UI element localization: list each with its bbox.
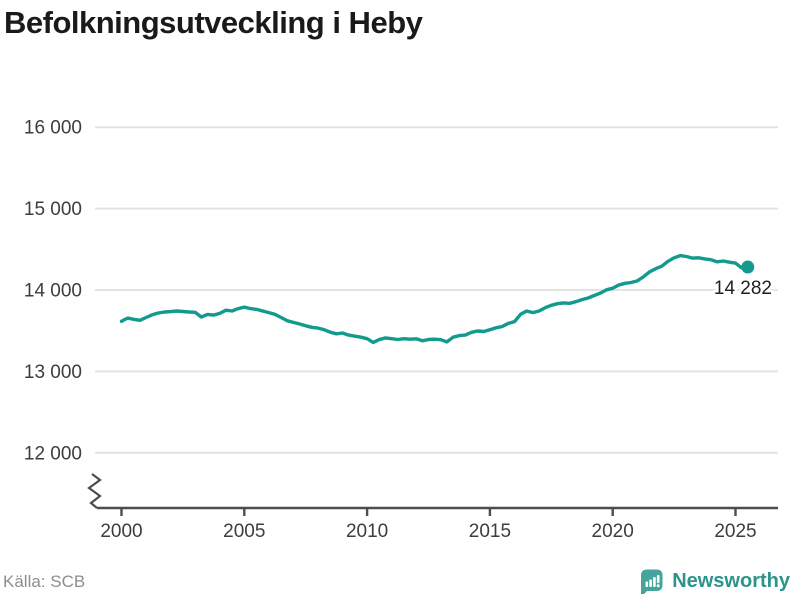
svg-text:2020: 2020: [592, 521, 634, 542]
svg-text:2000: 2000: [100, 521, 142, 542]
svg-text:2015: 2015: [469, 521, 511, 542]
newsworthy-icon: [641, 569, 663, 594]
gridlines: [95, 126, 778, 454]
svg-text:14 000: 14 000: [24, 281, 82, 302]
chart-footer: Källa: SCB Newsworthy: [0, 566, 800, 594]
latest-point-marker: [741, 260, 755, 274]
source-label: Källa: SCB: [3, 572, 86, 591]
svg-text:15 000: 15 000: [24, 199, 82, 220]
svg-text:2025: 2025: [714, 521, 756, 542]
brand-name: Newsworthy: [672, 570, 790, 592]
brand-logo: Newsworthy: [639, 569, 790, 594]
svg-text:12 000: 12 000: [24, 443, 82, 464]
svg-text:2010: 2010: [346, 521, 388, 542]
x-axis-labels: 2000 2005 2010 2015 2020 2025: [100, 521, 756, 542]
population-line: [119, 253, 750, 345]
svg-text:2005: 2005: [223, 521, 265, 542]
y-axis-labels: 16 000 15 000 14 000 13 000 12 000: [24, 118, 82, 465]
svg-text:13 000: 13 000: [24, 362, 82, 383]
x-axis: [87, 473, 778, 516]
axis-break-icon: [87, 473, 102, 509]
latest-value-label: 14 282: [714, 278, 772, 299]
svg-text:16 000: 16 000: [24, 118, 82, 139]
page-title: Befolkningsutveckling i Heby: [4, 5, 423, 40]
